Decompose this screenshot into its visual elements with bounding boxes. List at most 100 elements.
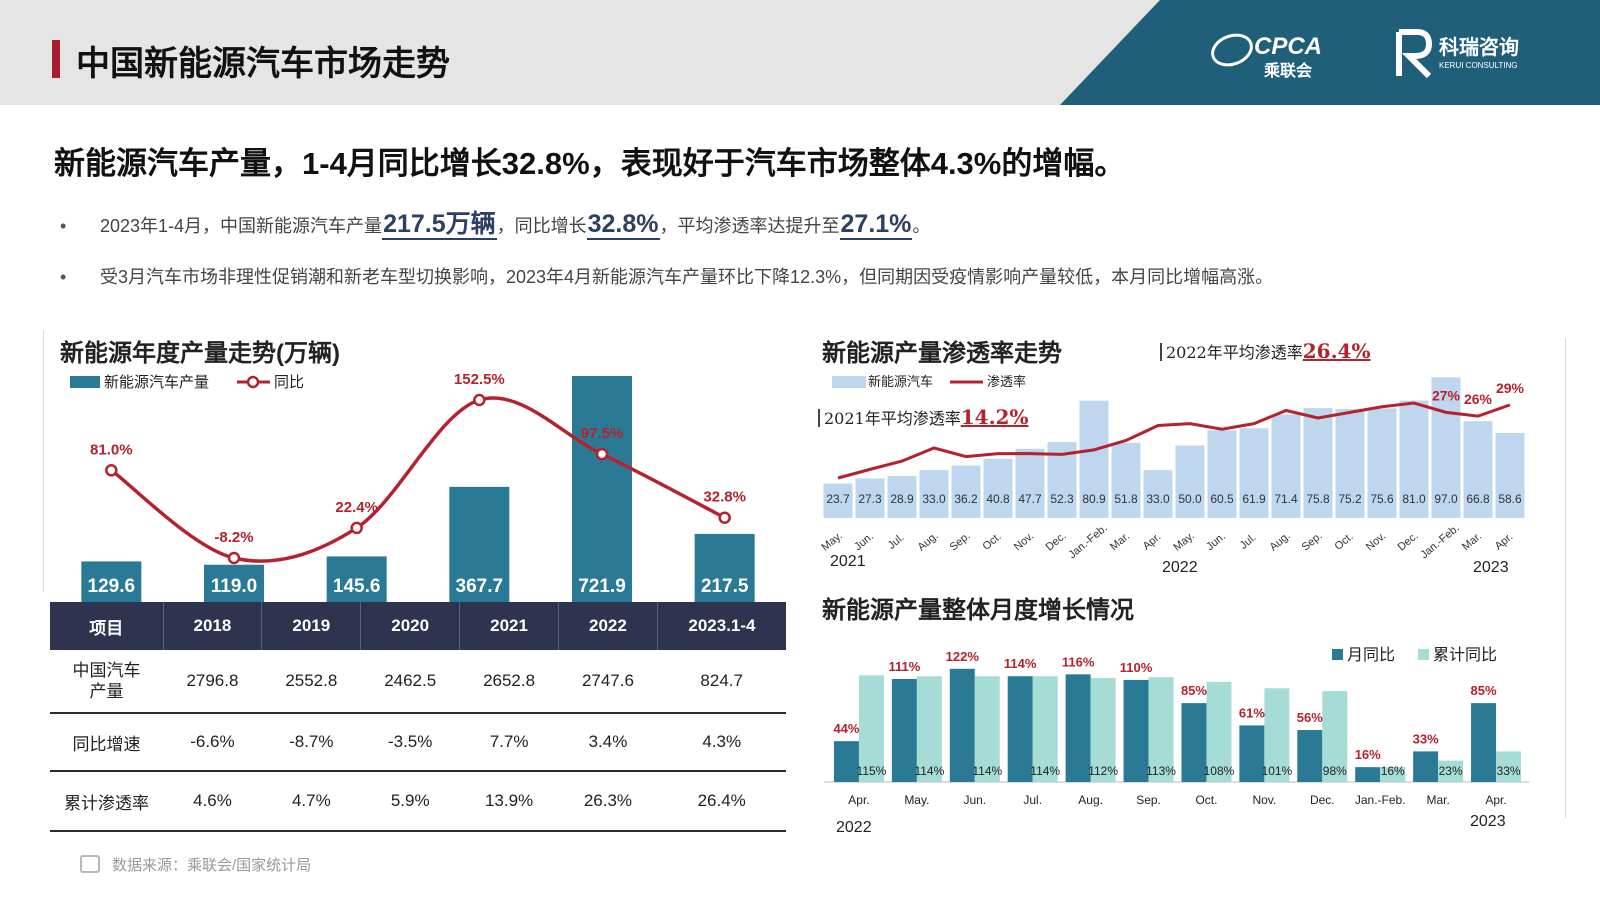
x-tick-label: Jul. <box>1023 793 1042 807</box>
bar-value-label: 75.6 <box>1370 492 1394 506</box>
bar-value-label: 66.8 <box>1466 492 1490 506</box>
table-cell: 2652.8 <box>459 650 559 714</box>
bullet-dot: • <box>60 267 67 287</box>
bar-monthly-yoy <box>1355 767 1381 782</box>
x-tick-label: Jun. <box>963 793 986 807</box>
header-logo-band <box>1060 0 1600 105</box>
annotation-marker <box>818 409 820 427</box>
bar-value-label: 75.2 <box>1338 492 1362 506</box>
avg-rate-annotation: 2022年平均渗透率26.4% <box>1166 339 1370 363</box>
bar-nev-production <box>983 458 1013 518</box>
bar-value-label: 129.6 <box>88 576 136 597</box>
table-row-label: 中国汽车 产量 <box>50 650 163 714</box>
rate-end-label: 27% <box>1432 387 1461 403</box>
legend-label-yoy: 同比 <box>274 374 304 391</box>
cumulative-value-label: 16% <box>1381 764 1405 778</box>
bar-value-label: 28.9 <box>890 492 914 506</box>
cumulative-value-label: 108% <box>1204 764 1235 778</box>
bar-value-label: 33.0 <box>1146 492 1170 506</box>
bar-cumulative-yoy <box>916 676 942 782</box>
kerui-logo: 科瑞咨询 KERUI CONSULTING <box>1396 29 1519 79</box>
bar-value-label: 33.0 <box>922 492 946 506</box>
data-source-note: 数据来源：乘联会/国家统计局 <box>80 854 311 875</box>
legend-label-production: 新能源汽车产量 <box>104 374 209 391</box>
yoy-value-label: 97.5% <box>581 425 624 442</box>
x-tick-label: Nov. <box>1252 793 1276 807</box>
x-tick-label: Aug. <box>1078 793 1103 807</box>
highlight-production: 217.5万辆 <box>382 210 497 240</box>
cumulative-value-label: 23% <box>1439 764 1463 778</box>
monthly-value-label: 122% <box>946 649 980 664</box>
bar-value-label: 36.2 <box>954 492 978 506</box>
yoy-point <box>718 511 731 524</box>
bullet-1-text-d: 。 <box>912 216 931 236</box>
table-cell: 4.6% <box>163 771 262 832</box>
header-bar: 中国新能源汽车市场走势 CPCA 乘联会 科瑞咨询 KERUI CONSULTI… <box>0 0 1600 105</box>
headline: 新能源汽车产量，1-4月同比增长32.8%，表现好于汽车市场整体4.3%的增幅。 <box>54 146 1126 181</box>
bar-production <box>694 533 755 602</box>
x-tick-label: Jan.-Feb. <box>1355 793 1406 807</box>
monthly-chart-title: 新能源产量整体月度增长情况 <box>822 597 1134 624</box>
table-header-cell: 2021 <box>459 602 559 650</box>
bar-monthly-yoy <box>1471 703 1497 782</box>
bar-value-label: 52.3 <box>1050 492 1074 506</box>
year-label: 2023 <box>1473 559 1509 576</box>
legend-swatch-monthly <box>1332 649 1343 660</box>
bar-value-label: 367.7 <box>456 576 504 597</box>
bar-production <box>204 564 264 602</box>
monthly-value-label: 116% <box>1062 654 1095 669</box>
bar-value-label: 71.4 <box>1274 492 1298 506</box>
table-row: 累计渗透率 4.6% 4.7% 5.9% 13.9% 26.3% 26.4% <box>50 771 786 832</box>
monthly-value-label: 85% <box>1471 683 1497 698</box>
bar-value-label: 47.7 <box>1018 492 1042 506</box>
yoy-point <box>595 447 609 461</box>
avg-rate-annotation: 2021年平均渗透率14.2% <box>824 405 1028 429</box>
bullet-1-text-b: ，同比增长 <box>496 216 587 236</box>
bar-value-label: 217.5 <box>701 576 749 597</box>
table-row-label: 同比增速 <box>50 713 163 772</box>
table-cell: 5.9% <box>360 771 460 832</box>
cumulative-value-label: 114% <box>914 764 944 778</box>
bar-value-label: 58.6 <box>1498 492 1522 506</box>
year-label: 2023 <box>1470 813 1506 830</box>
table-header-cell: 2023.1-4 <box>657 602 786 650</box>
bar-nev-production <box>951 465 981 518</box>
divider <box>1565 338 1566 818</box>
table-cell: 2796.8 <box>163 650 262 714</box>
bar-value-label: 81.0 <box>1402 492 1426 506</box>
table-cell: 4.7% <box>261 771 361 832</box>
table-header-cell: 2020 <box>360 602 461 650</box>
yoy-point <box>105 464 118 477</box>
bar-value-label: 61.9 <box>1242 492 1266 506</box>
legend-marker-yoy <box>246 375 260 389</box>
bullet-dot: • <box>60 216 67 236</box>
table-row: 中国汽车 产量 2796.8 2552.8 2462.5 2652.8 2747… <box>50 650 786 714</box>
bar-monthly-yoy <box>1007 676 1033 782</box>
bar-cumulative-yoy <box>1438 760 1464 782</box>
x-tick-label: Oct. <box>1195 793 1217 807</box>
x-tick-label: Dec. <box>1310 793 1335 807</box>
bar-cumulative-yoy <box>1322 691 1348 782</box>
table-cell: -3.5% <box>360 713 460 772</box>
table-cell: 26.3% <box>558 771 658 832</box>
bar-cumulative-yoy <box>1264 688 1290 782</box>
penetration-line <box>837 401 1511 480</box>
table-cell: 824.7 <box>657 650 786 714</box>
cumulative-value-label: 101% <box>1262 764 1293 778</box>
bar-nev-production <box>1143 470 1173 518</box>
bar-cumulative-yoy <box>1032 676 1058 782</box>
production-table: 项目 2018 2019 2020 2021 2022 2023.1-4 中国汽… <box>50 602 786 832</box>
table-header-cell: 2022 <box>558 602 658 650</box>
table-cell: -8.7% <box>261 713 361 772</box>
bar-cumulative-yoy <box>1148 677 1174 782</box>
bar-nev-production <box>887 476 917 518</box>
table-cell: 3.4% <box>558 713 658 772</box>
table-header-cell: 2019 <box>261 602 362 650</box>
cumulative-value-label: 113% <box>1146 764 1176 778</box>
bar-nev-production <box>1271 414 1301 518</box>
bar-cumulative-yoy <box>1206 681 1232 782</box>
table-cell: 26.4% <box>657 771 786 832</box>
kerui-logo-sub: KERUI CONSULTING <box>1439 61 1518 70</box>
table-cell: 2462.5 <box>360 650 460 714</box>
